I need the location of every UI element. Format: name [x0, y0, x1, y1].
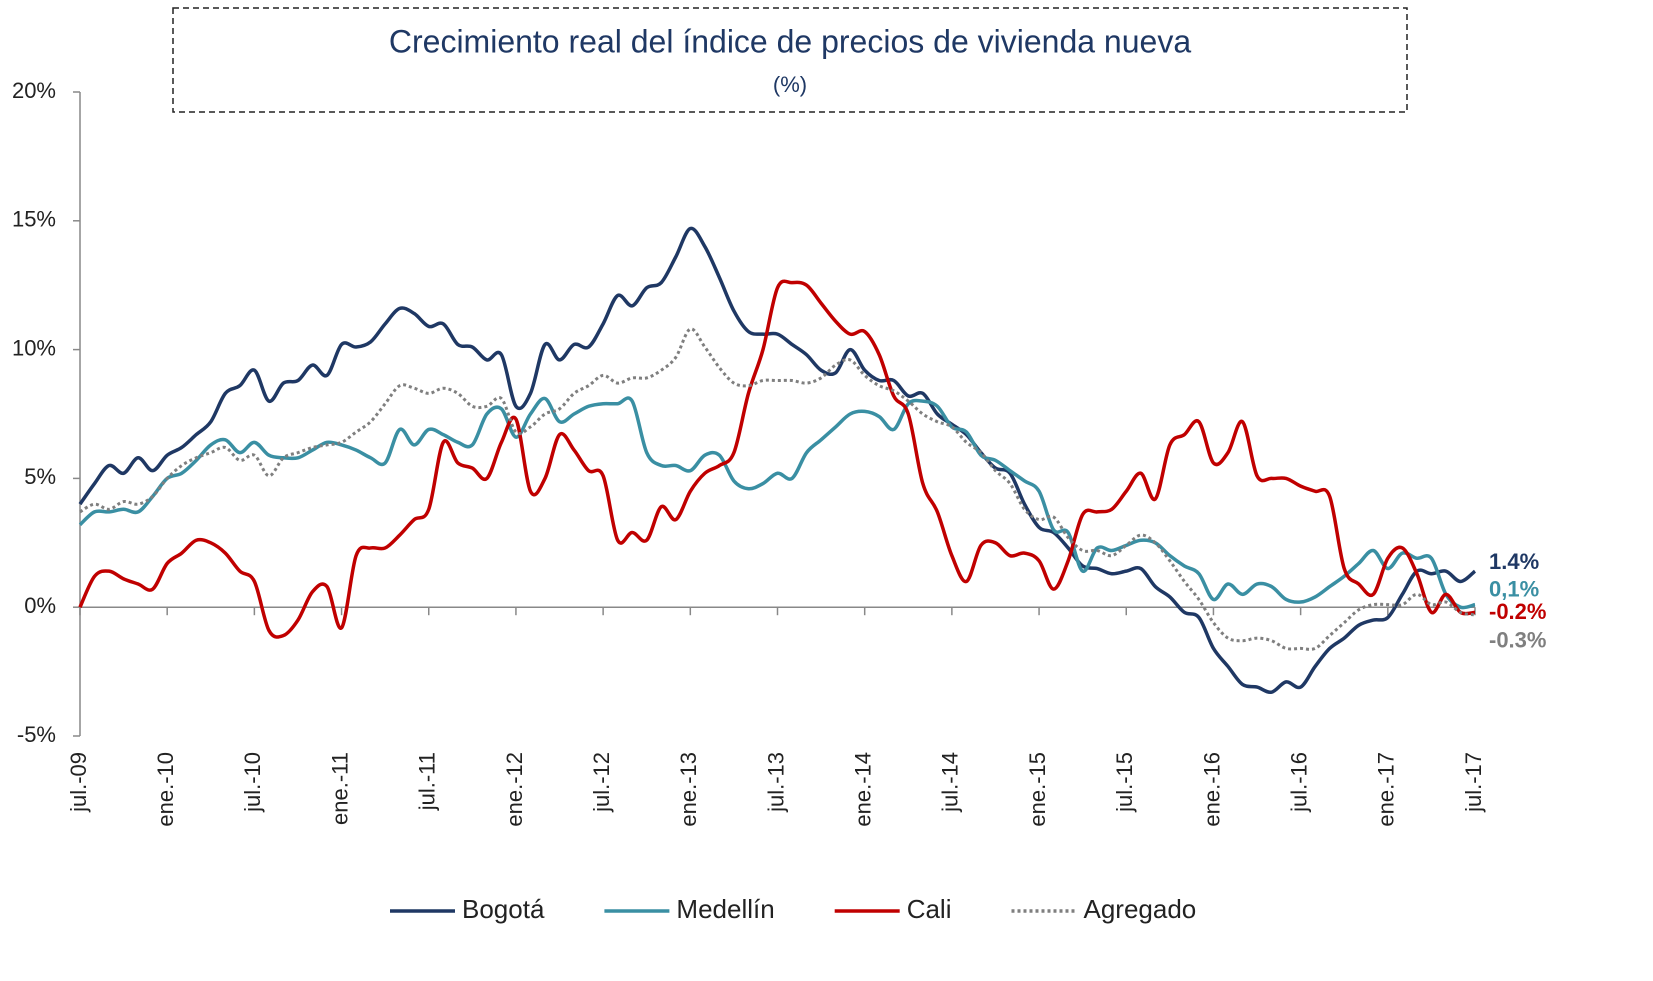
x-tick-label: ene.-12 [502, 752, 527, 827]
x-tick-label: jul.-11 [415, 752, 440, 811]
chart-title: Crecimiento real del índice de precios d… [389, 23, 1191, 59]
x-tick-label: jul.-15 [1112, 752, 1137, 813]
x-tick-label: jul.-13 [763, 752, 788, 813]
end-label: -0.3% [1489, 628, 1546, 653]
x-tick-label: ene.-17 [1374, 752, 1399, 827]
x-tick-label: jul.-09 [66, 752, 91, 813]
series-line [78, 279, 1476, 639]
x-tick-label: ene.-16 [1199, 752, 1224, 827]
y-tick-label: 0% [24, 593, 56, 618]
end-label: -0.2% [1489, 599, 1546, 624]
series-line [78, 226, 1477, 695]
x-tick-label: jul.-16 [1286, 752, 1311, 813]
x-tick-label: ene.-10 [153, 752, 178, 827]
legend-label: Bogotá [462, 894, 545, 924]
chart-subtitle: (%) [773, 72, 807, 97]
x-tick-label: ene.-15 [1025, 752, 1050, 827]
y-tick-label: 10% [12, 335, 56, 360]
y-tick-label: -5% [17, 722, 56, 747]
x-tick-label: ene.-14 [851, 752, 876, 827]
x-tick-label: jul.-12 [589, 752, 614, 813]
x-tick-label: ene.-13 [676, 752, 701, 827]
legend-label: Agregado [1083, 894, 1196, 924]
x-tick-label: jul.-17 [1461, 752, 1486, 813]
end-label: 0,1% [1489, 576, 1539, 601]
y-tick-label: 5% [24, 464, 56, 489]
x-tick-label: jul.-10 [240, 752, 265, 813]
y-tick-label: 20% [12, 78, 56, 103]
series-line [78, 396, 1476, 610]
x-tick-label: jul.-14 [938, 752, 963, 813]
legend-label: Cali [907, 894, 952, 924]
legend-label: Medellín [676, 894, 774, 924]
title-box [172, 7, 1408, 113]
x-tick-label: ene.-11 [327, 752, 352, 825]
series-line [79, 327, 1476, 651]
y-tick-label: 15% [12, 207, 56, 232]
end-label: 1.4% [1489, 549, 1539, 574]
